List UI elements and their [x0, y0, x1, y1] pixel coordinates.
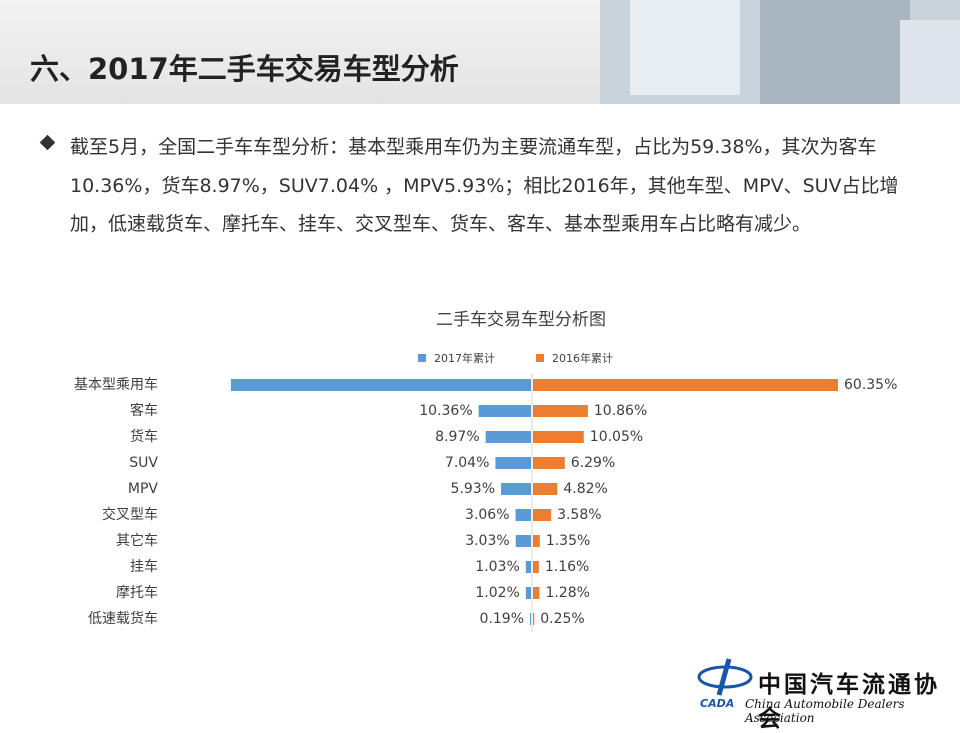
data-label: 10.86%	[594, 403, 647, 419]
bar	[533, 587, 540, 599]
data-label: 4.82%	[563, 481, 607, 497]
bar	[495, 457, 531, 469]
org-name: 中国汽车流通协会	[758, 672, 940, 732]
logo-mark	[697, 658, 753, 696]
legend-swatch	[418, 354, 426, 362]
legend-swatch	[536, 354, 544, 362]
data-label: 60.35%	[844, 377, 897, 393]
bar	[533, 431, 584, 443]
bar	[533, 535, 540, 547]
y-tick-label: 基本型乘用车	[74, 376, 158, 393]
y-tick-label: 交叉型车	[102, 506, 158, 523]
logo-text: CADA	[700, 697, 735, 710]
data-label: 3.06%	[465, 507, 509, 523]
data-label: 1.02%	[475, 585, 519, 601]
slide-title: 六、2017年二手车交易车型分析	[30, 52, 459, 86]
bar	[501, 483, 531, 495]
bar	[533, 405, 588, 417]
data-label: 3.03%	[465, 533, 509, 549]
y-tick-label: 挂车	[130, 558, 158, 575]
bar	[515, 509, 531, 521]
paragraph: 截至5月，全国二手车车型分析：基本型乘用车仍为主要流通车型，占比为59.38%，…	[70, 136, 899, 235]
bar	[230, 379, 532, 391]
legend-label: 2017年累计	[434, 351, 495, 365]
data-label: 0.25%	[540, 611, 584, 627]
y-tick-label: 其它车	[116, 532, 158, 549]
chart-title: 二手车交易车型分析图	[436, 310, 606, 330]
data-label: 10.05%	[590, 429, 643, 445]
y-tick-label: 摩托车	[116, 584, 158, 601]
title-banner	[0, 0, 960, 104]
y-tick-label: 货车	[130, 428, 158, 445]
bar	[533, 613, 535, 625]
data-label: 1.16%	[545, 559, 589, 575]
banner-art	[600, 0, 960, 104]
bar	[533, 457, 565, 469]
bar	[533, 379, 838, 391]
bar	[525, 587, 531, 599]
legend-label: 2016年累计	[552, 351, 613, 365]
data-label: 1.28%	[545, 585, 589, 601]
org-name-en: China Automobile Dealers Association	[745, 697, 905, 725]
data-label: 5.93%	[451, 481, 495, 497]
data-label: 0.19%	[480, 611, 524, 627]
bar	[533, 483, 558, 495]
y-tick-label: MPV	[128, 481, 159, 497]
bar	[533, 561, 539, 573]
bar	[485, 431, 531, 443]
data-label: 7.04%	[445, 455, 489, 471]
data-label: 1.03%	[475, 559, 519, 575]
bar	[533, 509, 552, 521]
bar	[530, 613, 531, 625]
y-tick-label: 低速载货车	[88, 610, 158, 627]
bar	[525, 561, 531, 573]
data-label: 8.97%	[435, 429, 479, 445]
bar	[478, 405, 531, 417]
data-label: 10.36%	[419, 403, 472, 419]
data-label: 6.29%	[571, 455, 615, 471]
bar	[515, 535, 531, 547]
data-label: 3.58%	[557, 507, 601, 523]
y-tick-label: SUV	[129, 455, 158, 471]
y-tick-label: 客车	[130, 402, 158, 419]
data-label: 1.35%	[546, 533, 590, 549]
